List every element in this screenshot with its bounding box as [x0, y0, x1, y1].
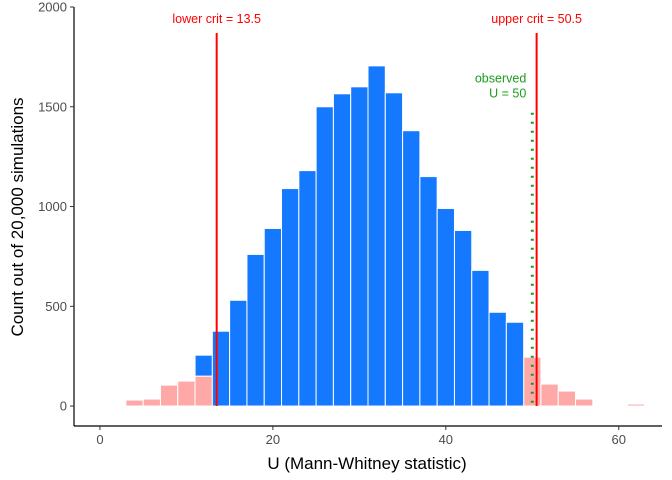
histogram-bar: [108, 404, 127, 407]
histogram-bar: [626, 403, 646, 407]
histogram-bar: [263, 227, 283, 407]
histogram-bar: [350, 86, 369, 407]
x-axis-title: U (Mann-Whitney statistic): [267, 454, 466, 473]
histogram-bar: [229, 299, 248, 407]
critical-lines: lower crit = 13.5 upper crit = 50.5: [172, 12, 582, 407]
center-bars: [194, 65, 525, 407]
histogram-bar: [575, 398, 594, 407]
histogram-bar: [177, 380, 196, 407]
observed-value-label: U = 50: [489, 87, 526, 101]
histogram-bar: [402, 130, 421, 407]
y-tick-label: 0: [60, 399, 67, 414]
histogram-bar: [557, 390, 577, 407]
axes: 0 20 40 60 0 500 1000 1500 2000: [38, 0, 662, 447]
y-tick-label: 500: [45, 299, 67, 314]
histogram-bar: [332, 93, 352, 407]
x-tick-label: 60: [612, 432, 626, 447]
y-tick-label: 1000: [38, 199, 67, 214]
y-tick-label: 1500: [38, 99, 67, 114]
histogram-bar: [609, 404, 628, 407]
histogram-bar: [540, 383, 559, 407]
critical-value-label: upper crit = 50.5: [491, 12, 582, 26]
histogram-bar: [367, 65, 386, 407]
histogram-bar: [419, 176, 438, 407]
histogram-bar: [453, 229, 473, 407]
histogram-bar: [488, 311, 507, 407]
x-tick-label: 40: [439, 432, 453, 447]
histogram-bar: [471, 269, 490, 407]
histogram-bar: [315, 106, 334, 407]
histogram-bar: [523, 356, 542, 407]
histogram-bar: [211, 330, 231, 407]
y-axis-title: Count out of 20,000 simulations: [8, 97, 27, 336]
histogram-bar: [384, 92, 404, 407]
histogram-bar: [125, 399, 144, 407]
observed-value-label: observed: [475, 72, 526, 86]
y-tick-label: 2000: [38, 0, 67, 15]
histogram-bar: [436, 208, 455, 407]
histogram-bar: [298, 170, 317, 407]
histogram-bar: [194, 354, 213, 377]
x-tick-label: 0: [96, 432, 103, 447]
histogram-bar: [281, 188, 300, 407]
histogram-bar: [505, 321, 525, 407]
histogram-bar: [246, 253, 265, 407]
x-tick-label: 20: [266, 432, 280, 447]
histogram-bar: [592, 404, 611, 407]
histogram-bar: [142, 398, 161, 407]
histogram-bar: [159, 384, 179, 407]
histogram-bar: [194, 375, 213, 407]
critical-value-label: lower crit = 13.5: [172, 12, 261, 26]
